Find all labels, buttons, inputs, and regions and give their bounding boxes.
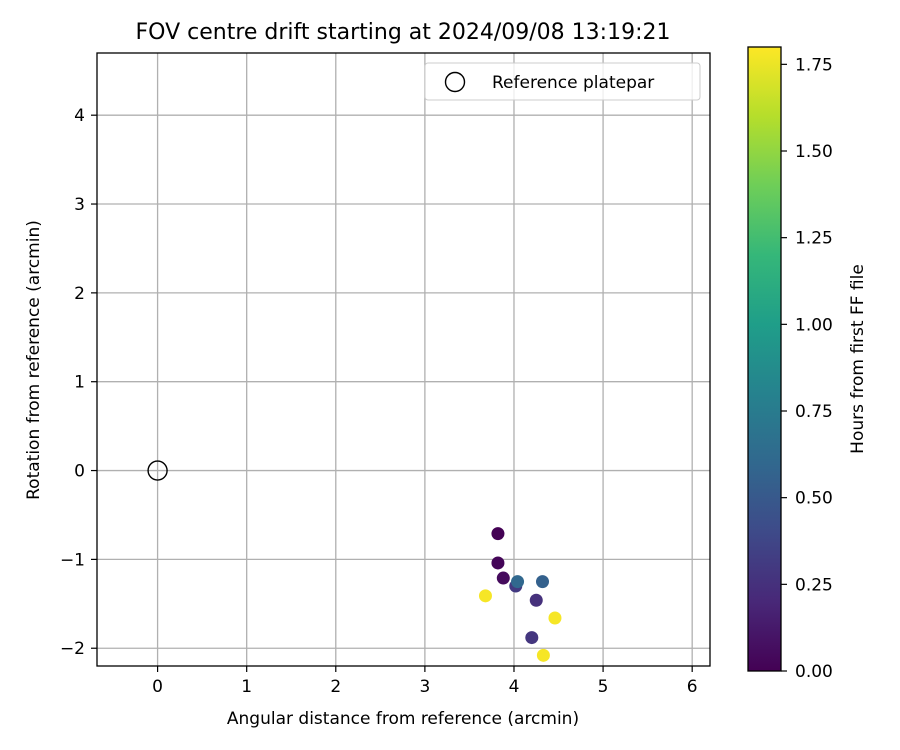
y-tick-label: 0	[74, 462, 85, 482]
x-tick-label: 4	[509, 677, 520, 697]
colorbar-ticks: 0.00 0.25 0.50 0.75 1.00 1.25 1.50 1.75	[781, 55, 833, 682]
data-point	[536, 648, 550, 662]
colorbar-tick-label: 0.75	[795, 402, 833, 422]
data-point	[491, 556, 505, 570]
x-tick-label: 5	[598, 677, 609, 697]
chart-title: FOV centre drift starting at 2024/09/08 …	[136, 20, 671, 45]
plot-frame	[96, 52, 711, 667]
legend-marker-circle	[444, 71, 466, 93]
y-ticks: −2 −1 0 1 2 3 4	[60, 106, 97, 659]
reference-platepar-marker	[147, 460, 168, 481]
colorbar-tick-label: 0.00	[795, 662, 833, 682]
colorbar-tick-label: 1.00	[795, 315, 833, 335]
y-tick-label: 3	[74, 195, 85, 215]
data-point	[491, 527, 505, 541]
colorbar-label: Hours from first FF file	[848, 264, 868, 454]
colorbar-tick-label: 0.50	[795, 489, 833, 509]
x-tick-label: 1	[241, 677, 252, 697]
x-tick-label: 0	[152, 677, 163, 697]
data-point	[511, 575, 525, 589]
y-tick-label: 4	[74, 106, 85, 126]
colorbar-tick-label: 0.25	[795, 575, 833, 595]
colorbar-tick-label: 1.75	[795, 55, 833, 75]
y-axis-label: Rotation from reference (arcmin)	[24, 220, 44, 500]
y-tick-label: 1	[74, 373, 85, 393]
data-points	[478, 527, 562, 662]
reference-layer	[147, 460, 168, 481]
data-point	[548, 611, 562, 625]
data-point	[529, 593, 543, 607]
colorbar: 0.00 0.25 0.50 0.75 1.00 1.25 1.50 1.75 Hours f…	[747, 46, 868, 682]
legend-box	[424, 62, 701, 101]
x-ticks: 0 1 2 3 4 5 6	[152, 666, 698, 697]
x-tick-label: 2	[330, 677, 341, 697]
legend: Reference platepar	[424, 62, 701, 101]
colorbar-tick-label: 1.50	[795, 142, 833, 162]
x-tick-label: 6	[687, 677, 698, 697]
legend-label: Reference platepar	[492, 73, 654, 93]
colorbar-gradient	[747, 46, 782, 672]
y-tick-label: −1	[60, 550, 85, 570]
grid	[97, 53, 710, 666]
data-point	[525, 631, 539, 645]
y-tick-label: 2	[74, 284, 85, 304]
colorbar-tick-label: 1.25	[795, 229, 833, 249]
data-point	[535, 575, 549, 589]
y-tick-label: −2	[60, 639, 85, 659]
data-point	[496, 571, 510, 585]
x-axis-label: Angular distance from reference (arcmin)	[227, 709, 579, 729]
data-point	[478, 589, 492, 603]
x-tick-label: 3	[419, 677, 430, 697]
